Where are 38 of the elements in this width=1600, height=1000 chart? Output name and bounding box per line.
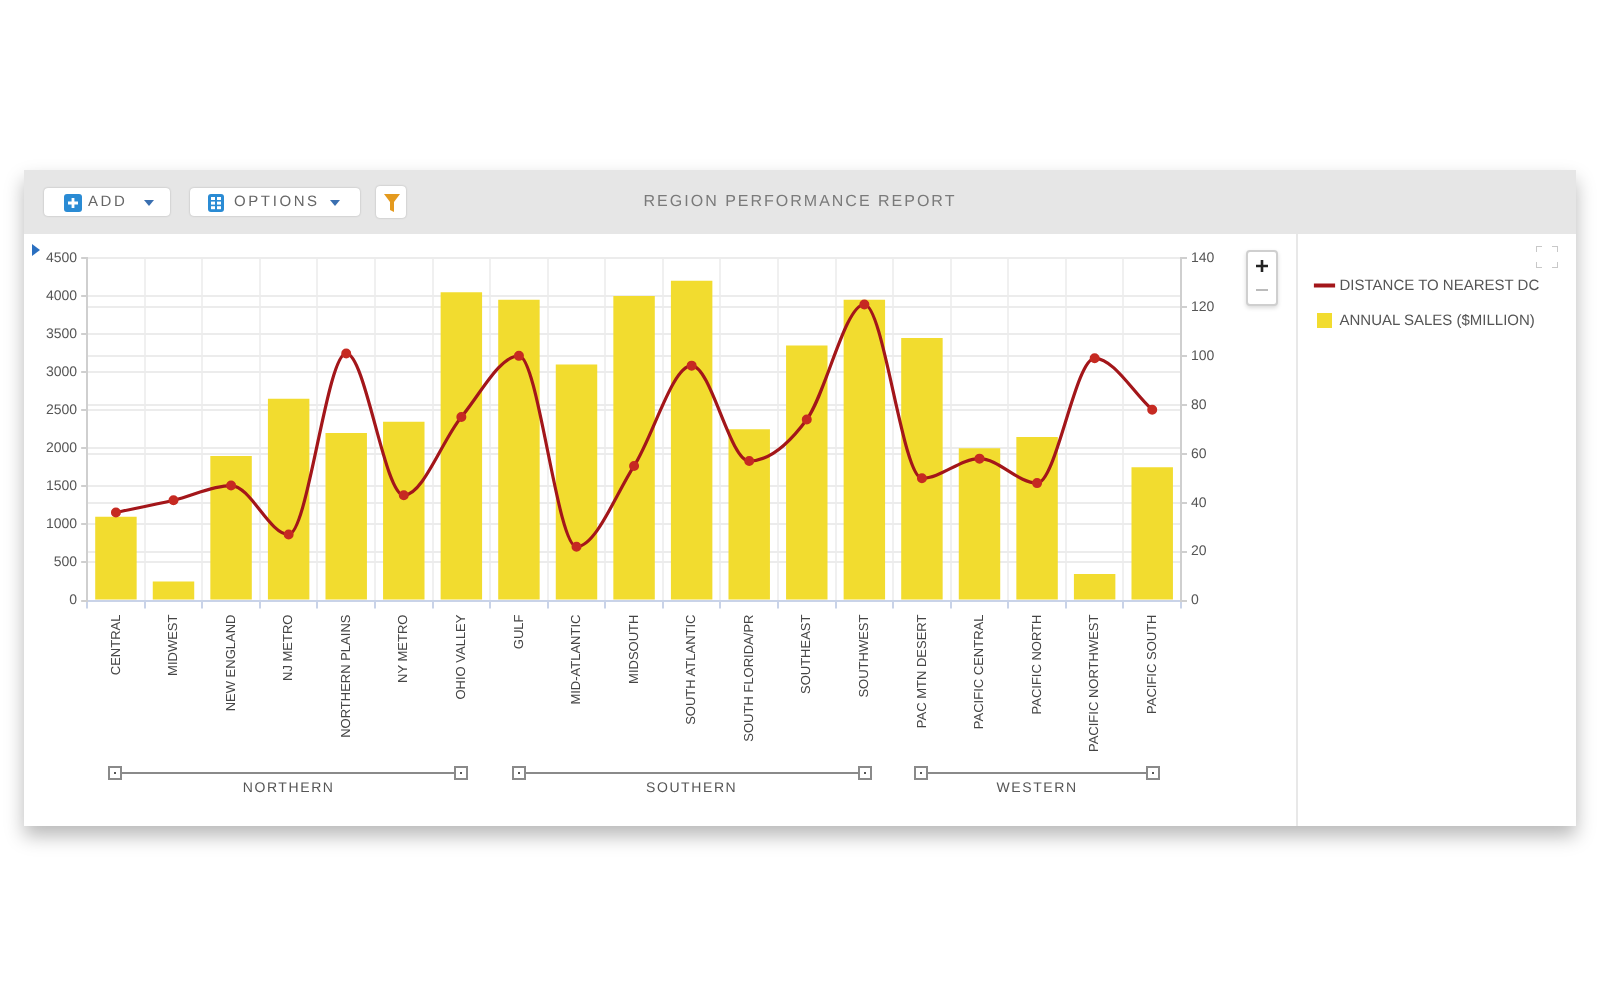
bar (95, 516, 137, 600)
bar (1131, 467, 1173, 600)
point (571, 541, 582, 552)
bar (152, 581, 195, 600)
bar (728, 429, 770, 600)
bar (901, 337, 943, 600)
point (341, 348, 352, 359)
bar (325, 433, 367, 600)
point (456, 412, 467, 423)
bar (1016, 436, 1058, 600)
bar (267, 398, 310, 600)
bar (786, 345, 828, 600)
point (1147, 404, 1158, 415)
bar (440, 292, 483, 600)
bar (210, 455, 252, 600)
point (226, 480, 237, 491)
bar (383, 421, 425, 600)
point (744, 456, 755, 467)
bar (1073, 573, 1116, 600)
point (859, 299, 870, 310)
point (110, 507, 121, 518)
bar (670, 280, 713, 600)
point (513, 350, 524, 361)
bar (498, 299, 540, 600)
point (1089, 353, 1100, 364)
point (283, 529, 294, 540)
point (974, 453, 985, 464)
bar (555, 364, 598, 600)
bar (958, 448, 1001, 600)
bar (843, 299, 886, 600)
bar (613, 296, 655, 600)
point (629, 460, 640, 471)
point (168, 495, 179, 506)
point (398, 490, 409, 501)
point (801, 414, 812, 425)
point (686, 360, 697, 371)
point (1032, 478, 1043, 489)
point (916, 473, 927, 484)
